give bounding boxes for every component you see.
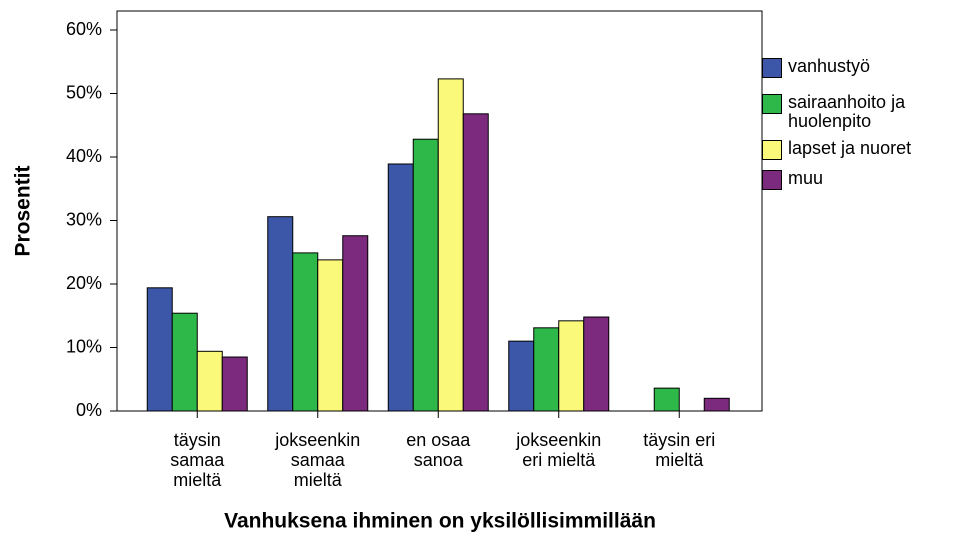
bar — [703, 397, 730, 412]
x-tick-label: jokseenkin samaa mieltä — [275, 430, 361, 490]
x-tick-label: täysin eri mieltä — [643, 430, 716, 470]
legend-label: muu — [788, 168, 824, 188]
bar — [342, 235, 369, 412]
y-axis-title: Prosentit — [12, 165, 35, 256]
y-tick-label: 40% — [66, 146, 102, 166]
bar — [558, 320, 585, 412]
bar — [508, 340, 535, 412]
bar — [317, 259, 344, 412]
bar — [196, 350, 223, 412]
legend-swatch — [762, 58, 782, 78]
bar — [437, 78, 464, 412]
legend-label: vanhustyö — [788, 56, 871, 76]
bar — [462, 113, 489, 412]
x-tick-label: en osaa sanoa — [406, 430, 471, 470]
x-tick-label: täysin samaa mieltä — [170, 430, 225, 490]
legend-label: lapset ja nuoret — [788, 138, 912, 158]
legend-swatch — [762, 94, 782, 114]
legend-label: sairaanhoito ja huolenpito — [788, 92, 906, 131]
bar — [267, 216, 294, 412]
bar — [412, 138, 439, 412]
legend-swatch — [762, 170, 782, 190]
y-tick-label: 0% — [76, 400, 102, 420]
bar — [221, 356, 248, 412]
bar — [533, 327, 560, 412]
y-tick-label: 10% — [66, 336, 102, 356]
bar — [653, 387, 680, 412]
x-axis-title: Vanhuksena ihminen on yksilöllisimmillää… — [224, 510, 656, 533]
y-tick-label: 50% — [66, 82, 102, 102]
y-tick-label: 20% — [66, 273, 102, 293]
x-tick-label: jokseenkin eri mieltä — [516, 430, 602, 470]
bar — [146, 287, 173, 412]
y-tick-label: 30% — [66, 209, 102, 229]
bar — [292, 252, 319, 412]
legend-swatch — [762, 140, 782, 160]
bar — [171, 312, 198, 412]
bar — [387, 163, 414, 412]
bar — [583, 316, 610, 412]
y-tick-label: 60% — [66, 19, 102, 39]
